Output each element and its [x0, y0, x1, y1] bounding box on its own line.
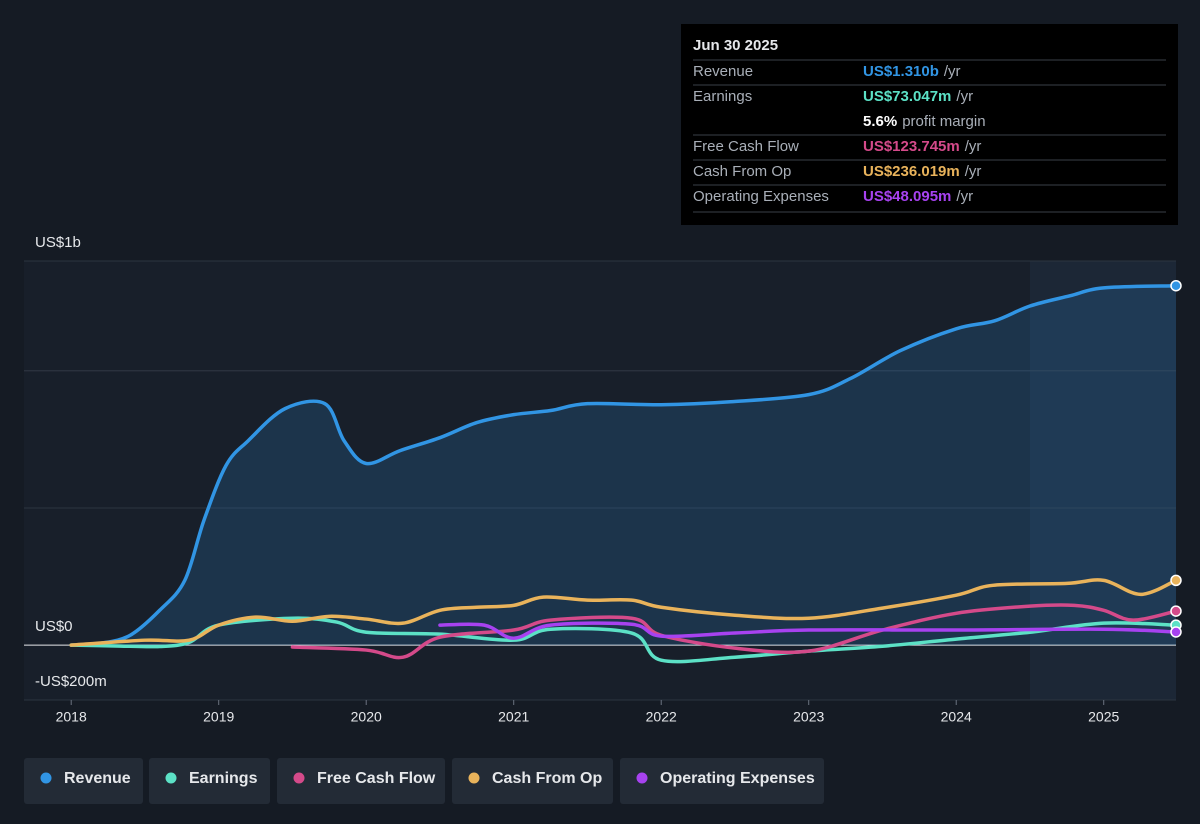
tooltip-value: US$1.310b/yr: [863, 63, 961, 80]
tooltip-unit: /yr: [965, 138, 982, 155]
tooltip-value: US$48.095m/yr: [863, 188, 973, 205]
tooltip-label: Cash From Op: [693, 163, 791, 180]
line: [69, 578, 1178, 647]
tooltip-label: Revenue: [693, 63, 753, 80]
tooltip-box: [681, 24, 1178, 225]
tooltip-value-text: US$48.095m: [863, 188, 951, 205]
area: [71, 285, 1176, 646]
tooltip-label: Operating Expenses: [693, 188, 829, 205]
legend-swatch: [293, 772, 305, 784]
x-tick-label: 2019: [203, 709, 234, 725]
x-tick-label: 2018: [56, 709, 87, 725]
x-tick-label: 2025: [1088, 709, 1119, 725]
tooltip-unit: /yr: [956, 188, 973, 205]
end-marker: [1170, 279, 1182, 292]
tooltip-value-text: US$1.310b: [863, 63, 939, 80]
tooltip-label: Earnings: [693, 88, 752, 105]
legend-item[interactable]: [149, 758, 270, 804]
legend-item[interactable]: [24, 758, 143, 804]
legend-swatch: [468, 772, 480, 784]
tooltip-value-text: US$123.745m: [863, 138, 960, 155]
tooltip-unit: profit margin: [902, 113, 985, 130]
legend-item[interactable]: [452, 758, 613, 804]
y-tick-label: -US$200m: [35, 673, 107, 690]
tooltip-value: US$236.019m/yr: [863, 163, 981, 180]
line: [290, 603, 1178, 660]
tooltip-date: Jun 30 2025: [693, 37, 778, 54]
legend-label: Operating Expenses: [660, 770, 815, 787]
x-tick-label: 2021: [498, 709, 529, 725]
tooltip-value: 5.6% profit margin: [863, 113, 986, 130]
legend-swatch: [636, 772, 648, 784]
tooltip-value: US$123.745m/yr: [863, 138, 981, 155]
end-marker: [1170, 574, 1182, 587]
tooltip-value-text: US$236.019m: [863, 163, 960, 180]
tooltip-value: US$73.047m/yr: [863, 88, 973, 105]
x-tick-label: 2020: [351, 709, 382, 725]
tooltip-unit: /yr: [965, 163, 982, 180]
tooltip-unit: /yr: [956, 88, 973, 105]
forecast-region: [1029, 261, 1176, 700]
legend-label: Revenue: [64, 770, 131, 787]
x-tick-label: 2022: [646, 709, 677, 725]
legend-swatch: [40, 772, 52, 784]
tooltip-value-text: 5.6%: [863, 113, 897, 130]
legend-item[interactable]: [277, 758, 445, 804]
x-tick-label: 2023: [793, 709, 824, 725]
tooltip-unit: /yr: [944, 63, 961, 80]
tooltip-value-text: US$73.047m: [863, 88, 951, 105]
end-marker: [1170, 626, 1182, 638]
legend-label: Free Cash Flow: [317, 770, 436, 787]
line: [438, 621, 1178, 641]
legend-label: Earnings: [189, 770, 258, 787]
legend-label: Cash From Op: [492, 770, 602, 787]
legend-swatch: [165, 772, 177, 784]
x-tick-label: 2024: [941, 709, 972, 725]
end-marker: [1170, 605, 1182, 617]
line: [69, 283, 1178, 647]
legend-item[interactable]: [620, 758, 824, 804]
y-tick-label: US$0: [35, 618, 73, 635]
tooltip-label: Free Cash Flow: [693, 138, 799, 155]
y-tick-label: US$1b: [35, 234, 81, 251]
